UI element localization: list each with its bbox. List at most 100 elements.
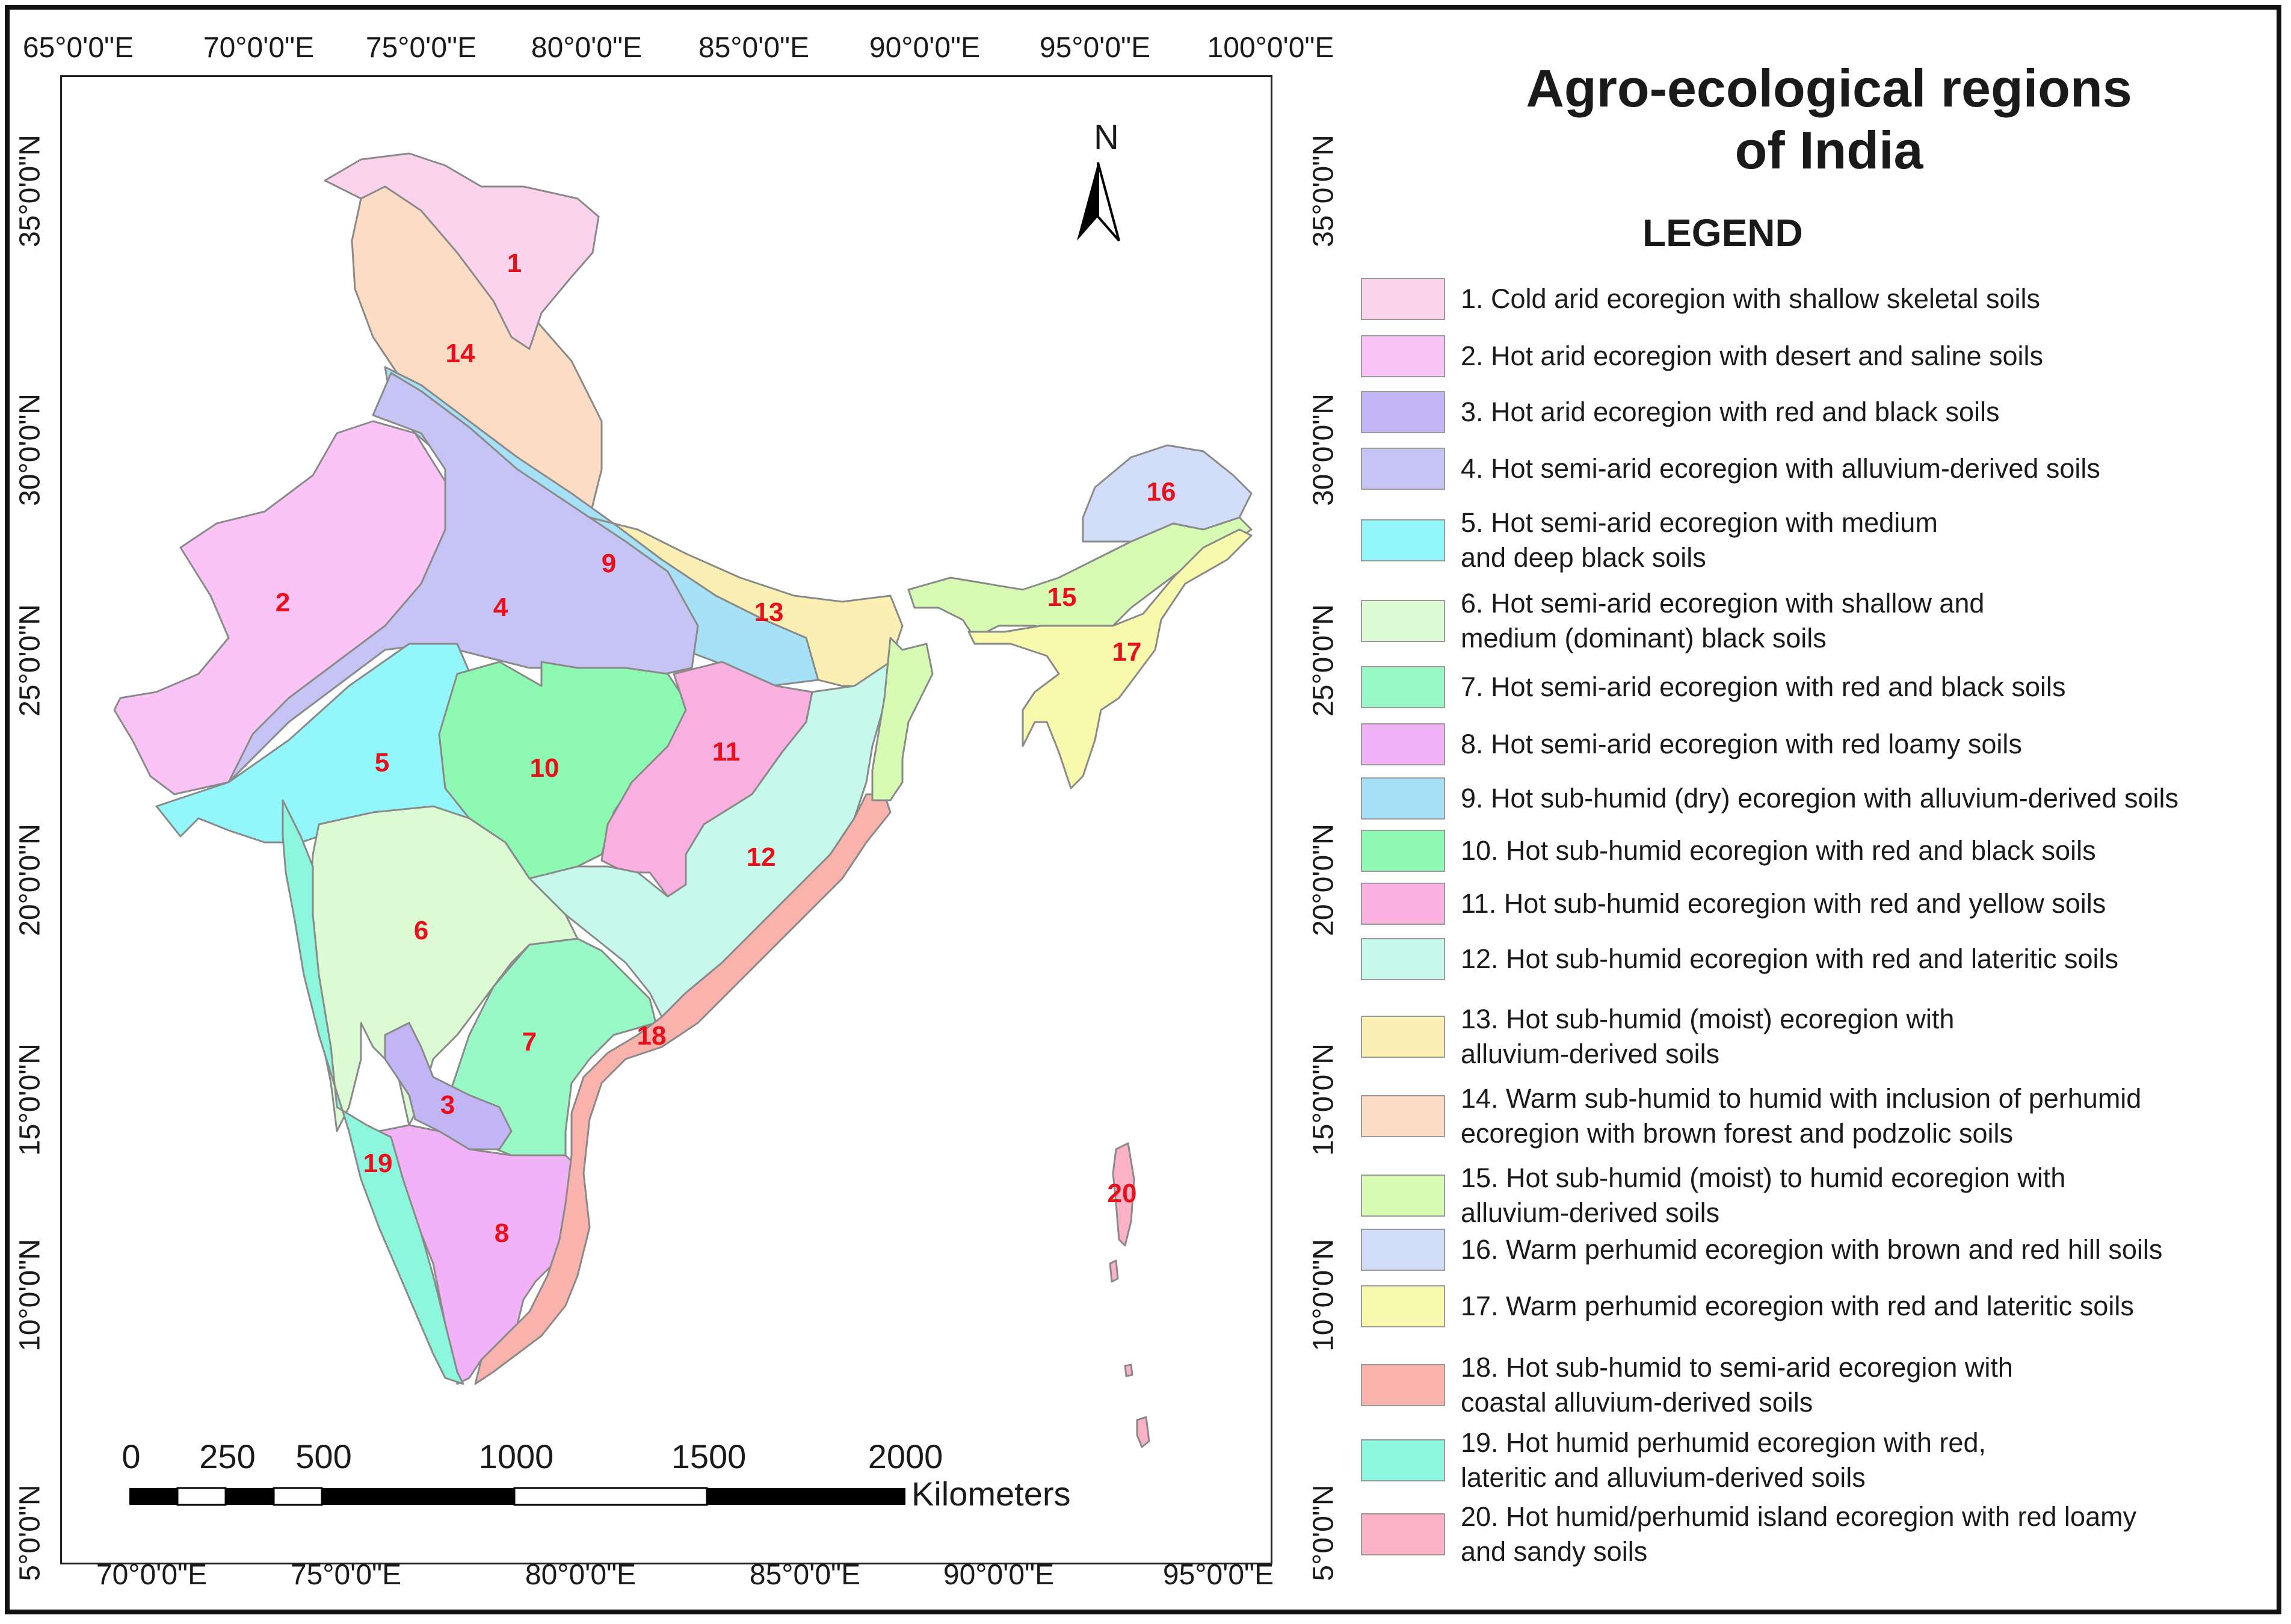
region-19 <box>282 799 464 1385</box>
latitude-tick-left: 20°0'0"N <box>14 824 46 936</box>
map-title: Agro-ecological regions of India <box>1526 58 2132 180</box>
legend-swatch <box>1361 335 1445 377</box>
region-label-3: 3 <box>440 1090 455 1120</box>
legend-label: 18. Hot sub-humid to semi-arid ecoregion… <box>1461 1352 2013 1418</box>
legend-swatch <box>1361 448 1445 490</box>
region-label-11: 11 <box>712 737 741 767</box>
region-label-10: 10 <box>529 753 560 783</box>
scale-number: 250 <box>199 1437 256 1475</box>
latitude-tick-left: 10°0'0"N <box>14 1239 46 1351</box>
latitude-tick-right: 20°0'0"N <box>1307 824 1340 936</box>
legend-item: 12. Hot sub-humid ecoregion with red and… <box>1361 938 2118 980</box>
region-label-2: 2 <box>275 588 291 617</box>
latitude-tick-left: 15°0'0"N <box>14 1043 46 1156</box>
region-label-13: 13 <box>754 597 784 627</box>
longitude-tick-top: 80°0'0"E <box>531 32 643 64</box>
latitude-tick-left: 35°0'0"N <box>14 135 46 247</box>
legend-label: 1. Cold arid ecoregion with shallow skel… <box>1461 283 2040 314</box>
legend-label: 20. Hot humid/perhumid island ecoregion … <box>1461 1501 2137 1567</box>
longitude-tick-bottom: 95°0'0"E <box>1162 1559 1274 1591</box>
region-label-15: 15 <box>1047 582 1077 612</box>
legend-item: 18. Hot sub-humid to semi-arid ecoregion… <box>1361 1350 2013 1420</box>
legend-label: 13. Hot sub-humid (moist) ecoregion with… <box>1461 1004 1955 1069</box>
legend-swatch <box>1361 600 1445 642</box>
legend-label: 11. Hot sub-humid ecoregion with red and… <box>1461 888 2106 919</box>
legend-item: 10. Hot sub-humid ecoregion with red and… <box>1361 830 2096 872</box>
scale-number: 1500 <box>671 1437 747 1475</box>
latitude-tick-right: 5°0'0"N <box>1307 1484 1340 1581</box>
legend-label: 14. Warm sub-humid to humid with inclusi… <box>1461 1083 2142 1149</box>
legend-item: 7. Hot semi-arid ecoregion with red and … <box>1361 666 2065 708</box>
legend-swatch <box>1361 391 1445 433</box>
longitude-tick-bottom: 70°0'0"E <box>96 1559 208 1591</box>
longitude-tick-top: 90°0'0"E <box>869 32 981 64</box>
region-label-8: 8 <box>494 1218 510 1248</box>
latitude-tick-left: 30°0'0"N <box>14 394 46 506</box>
region-1 <box>324 152 600 350</box>
legend-swatch <box>1361 723 1445 765</box>
longitude-tick-top: 100°0'0"E <box>1207 32 1334 64</box>
longitude-tick-bottom: 85°0'0"E <box>749 1559 861 1591</box>
region-16 <box>1082 444 1253 543</box>
legend-item: 13. Hot sub-humid (moist) ecoregion with… <box>1361 1002 1954 1072</box>
legend-swatch <box>1361 1439 1445 1481</box>
legend-item: 6. Hot semi-arid ecoregion with shallow … <box>1361 586 1984 656</box>
island-2 <box>1136 1416 1150 1448</box>
legend-swatch <box>1361 830 1445 872</box>
legend-label: 6. Hot semi-arid ecoregion with shallow … <box>1461 588 1985 653</box>
scale-number: 2000 <box>868 1437 943 1475</box>
legend-swatch <box>1361 1016 1445 1058</box>
legend-item: 5. Hot semi-arid ecoregion with medium a… <box>1361 505 1938 575</box>
legend-item: 17. Warm perhumid ecoregion with red and… <box>1361 1285 2134 1327</box>
legend-swatch <box>1361 666 1445 708</box>
region-label-9: 9 <box>601 549 617 578</box>
legend-item: 14. Warm sub-humid to humid with inclusi… <box>1361 1081 2141 1151</box>
region-20 <box>1112 1142 1135 1247</box>
longitude-tick-top: 65°0'0"E <box>22 32 134 64</box>
longitude-tick-bottom: 75°0'0"E <box>290 1559 402 1591</box>
longitude-tick-top: 95°0'0"E <box>1039 32 1151 64</box>
region-label-14: 14 <box>445 339 475 368</box>
scale-number: 0 <box>122 1437 141 1475</box>
region-label-7: 7 <box>522 1027 537 1057</box>
region-17 <box>967 528 1253 789</box>
region-label-20: 20 <box>1107 1179 1137 1208</box>
longitude-tick-top: 85°0'0"E <box>698 32 810 64</box>
scale-number: 1000 <box>478 1437 554 1475</box>
legend-label: 2. Hot arid ecoregion with desert and sa… <box>1461 341 2044 371</box>
longitude-tick-bottom: 80°0'0"E <box>525 1559 637 1591</box>
island-1 <box>1109 1259 1119 1283</box>
region-label-1: 1 <box>507 249 522 278</box>
legend-label: 9. Hot sub-humid (dry) ecoregion with al… <box>1461 783 2178 814</box>
longitude-tick-bottom: 90°0'0"E <box>943 1559 1055 1591</box>
legend-item: 8. Hot semi-arid ecoregion with red loam… <box>1361 723 2022 765</box>
legend-swatch <box>1361 1285 1445 1327</box>
island-3 <box>1124 1363 1133 1377</box>
region-label-17: 17 <box>1112 637 1142 667</box>
region-label-6: 6 <box>413 916 429 945</box>
legend-swatch <box>1361 1229 1445 1271</box>
outer-frame <box>5 5 2281 1614</box>
legend-swatch <box>1361 777 1445 820</box>
latitude-tick-left: 5°0'0"N <box>14 1484 46 1581</box>
legend-label: 3. Hot arid ecoregion with red and black… <box>1461 397 2000 427</box>
region-7 <box>444 937 657 1156</box>
latitude-tick-right: 15°0'0"N <box>1307 1043 1340 1156</box>
region-label-19: 19 <box>363 1149 393 1178</box>
region-label-4: 4 <box>493 593 508 622</box>
legend-item: 16. Warm perhumid ecoregion with brown a… <box>1361 1229 2162 1271</box>
legend-swatch <box>1361 883 1445 925</box>
latitude-tick-right: 35°0'0"N <box>1307 135 1340 247</box>
latitude-tick-right: 10°0'0"N <box>1307 1239 1340 1351</box>
legend-swatch <box>1361 1095 1445 1137</box>
legend-swatch <box>1361 1364 1445 1406</box>
legend-item: 3. Hot arid ecoregion with red and black… <box>1361 391 1999 433</box>
scale-bar-graphic <box>129 1487 905 1506</box>
latitude-tick-left: 25°0'0"N <box>14 604 46 717</box>
legend-label: 15. Hot sub-humid (moist) to humid ecore… <box>1461 1162 2066 1228</box>
legend-item: 15. Hot sub-humid (moist) to humid ecore… <box>1361 1161 2065 1230</box>
region-18 <box>474 793 892 1385</box>
region-label-5: 5 <box>374 748 390 777</box>
legend-heading: LEGEND <box>1642 211 1803 255</box>
